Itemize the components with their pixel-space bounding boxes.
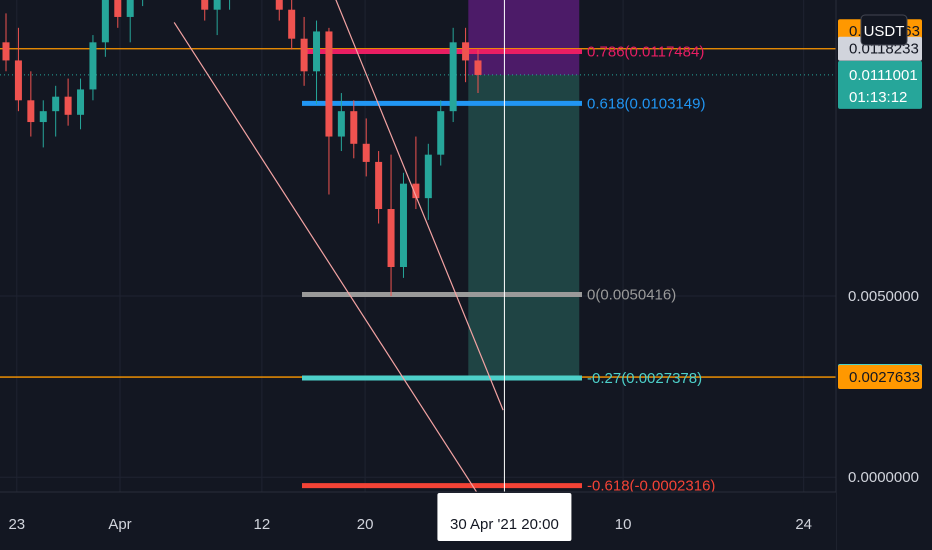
trendline[interactable] <box>294 0 504 411</box>
time-tick-label: 12 <box>254 516 271 533</box>
candle-body <box>114 0 122 17</box>
price-tag-label: 0.0027633 <box>849 369 920 386</box>
fib-retracement[interactable]: 1(0.0135744)0.786(0.0117484)0.618(0.0103… <box>302 0 715 495</box>
time-tick-label: Apr <box>108 516 131 533</box>
currency-label: USDT <box>864 23 905 40</box>
candle-body <box>462 42 470 61</box>
candle-body <box>64 96 72 115</box>
candle-body <box>424 154 432 199</box>
candle-body <box>437 111 445 155</box>
last-price-label: 0.0111001 <box>849 67 918 84</box>
price-tag[interactable] <box>838 365 922 390</box>
position-tool[interactable] <box>468 0 580 378</box>
candle-body <box>201 0 209 10</box>
time-axis[interactable]: 23 Apr 12 20 10 24 30 Apr '21 20:00 <box>0 491 836 550</box>
candle-body <box>27 100 35 123</box>
bar-countdown-label: 01:13:12 <box>849 89 907 106</box>
fib-level-label: -0.27(0.0027378) <box>587 370 702 387</box>
crosshair-time-tag <box>437 493 572 541</box>
candlesticks <box>2 0 482 296</box>
candle-body <box>101 0 109 43</box>
crosshair-time-label: 30 Apr '21 20:00 <box>450 516 559 533</box>
fib-level-label: 0.786(0.0117484) <box>587 43 704 60</box>
candle-body <box>213 0 221 10</box>
stop-loss-zone[interactable] <box>468 0 580 75</box>
candle-body <box>362 143 370 162</box>
currency-badge[interactable] <box>860 14 908 46</box>
time-axis-background <box>0 492 836 550</box>
time-tick-label: 24 <box>795 516 812 533</box>
candle-body <box>52 96 60 112</box>
candle-body <box>474 60 482 75</box>
trendlines[interactable] <box>173 0 505 536</box>
candle-body <box>126 0 134 17</box>
time-tick-label: 10 <box>615 516 632 533</box>
candle-body <box>325 31 333 137</box>
fib-level-label: 0.618(0.0103149) <box>587 95 705 112</box>
take-profit-zone[interactable] <box>468 74 580 378</box>
candle-body <box>337 111 345 137</box>
candle-body <box>350 111 358 144</box>
price-axis[interactable]: 0.00500000.00000000.01442430.01230630.01… <box>835 0 932 550</box>
candle-body <box>399 183 407 268</box>
candle-body <box>14 60 22 101</box>
candle-body <box>412 183 420 199</box>
time-tick-label: 23 <box>8 516 25 533</box>
time-tick-label: 20 <box>357 516 374 533</box>
candle-body <box>449 42 457 112</box>
candle-body <box>313 31 321 72</box>
candle-body <box>288 9 296 39</box>
fib-level-label: 0(0.0050416) <box>587 286 676 303</box>
trendline[interactable] <box>173 22 505 536</box>
candle-body <box>275 0 283 10</box>
candle-body <box>300 38 308 72</box>
candle-body <box>77 89 85 115</box>
price-tick-label: 0.0050000 <box>848 288 919 305</box>
last-price-tag[interactable] <box>838 60 922 109</box>
fib-level-label: -0.618(-0.0002316) <box>587 478 715 495</box>
candle-body <box>387 209 395 268</box>
candle-body <box>375 161 383 210</box>
price-tick-label: 0.0000000 <box>848 469 919 486</box>
candle-body <box>2 42 10 61</box>
candle-body <box>89 42 97 90</box>
candle-body <box>39 111 47 123</box>
